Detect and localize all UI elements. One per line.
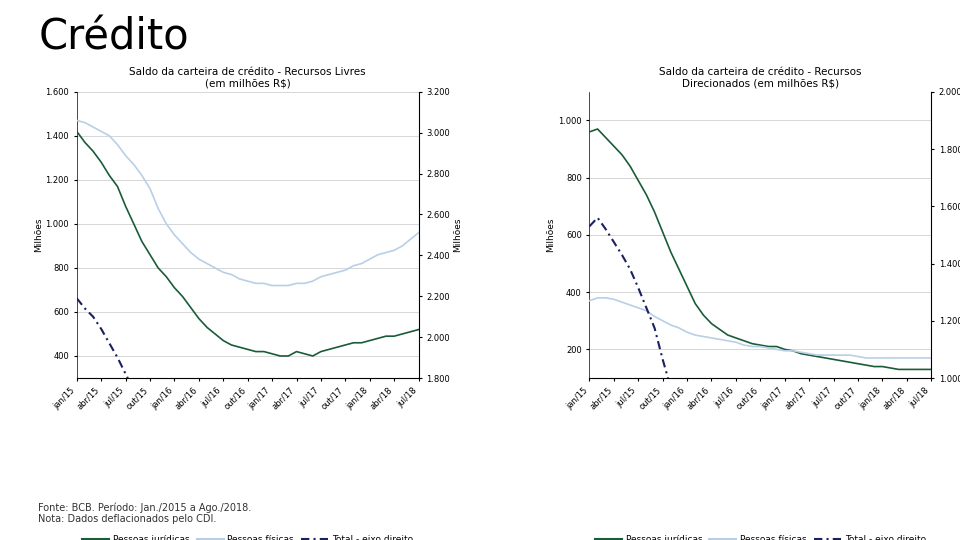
Text: Fonte: BCB. Período: Jan./2015 a Ago./2018.
Nota: Dados deflacionados pelo CDI.: Fonte: BCB. Período: Jan./2015 a Ago./20… (38, 502, 252, 524)
Y-axis label: Milhões: Milhões (453, 218, 462, 252)
Title: Saldo da carteira de crédito - Recursos
Direcionados (em milhões R$): Saldo da carteira de crédito - Recursos … (660, 66, 861, 88)
Y-axis label: Milhões: Milhões (546, 218, 556, 252)
Legend: Pessoas jurídicas, Pessoas físicas, Total - eixo direito: Pessoas jurídicas, Pessoas físicas, Tota… (79, 531, 417, 540)
Y-axis label: Milhões: Milhões (34, 218, 42, 252)
Title: Saldo da carteira de crédito - Recursos Livres
(em milhões R$): Saldo da carteira de crédito - Recursos … (130, 66, 366, 88)
Legend: Pessoas jurídicas, Pessoas físicas, Total - eixo direito: Pessoas jurídicas, Pessoas físicas, Tota… (591, 531, 929, 540)
Text: Crédito: Crédito (38, 16, 189, 58)
